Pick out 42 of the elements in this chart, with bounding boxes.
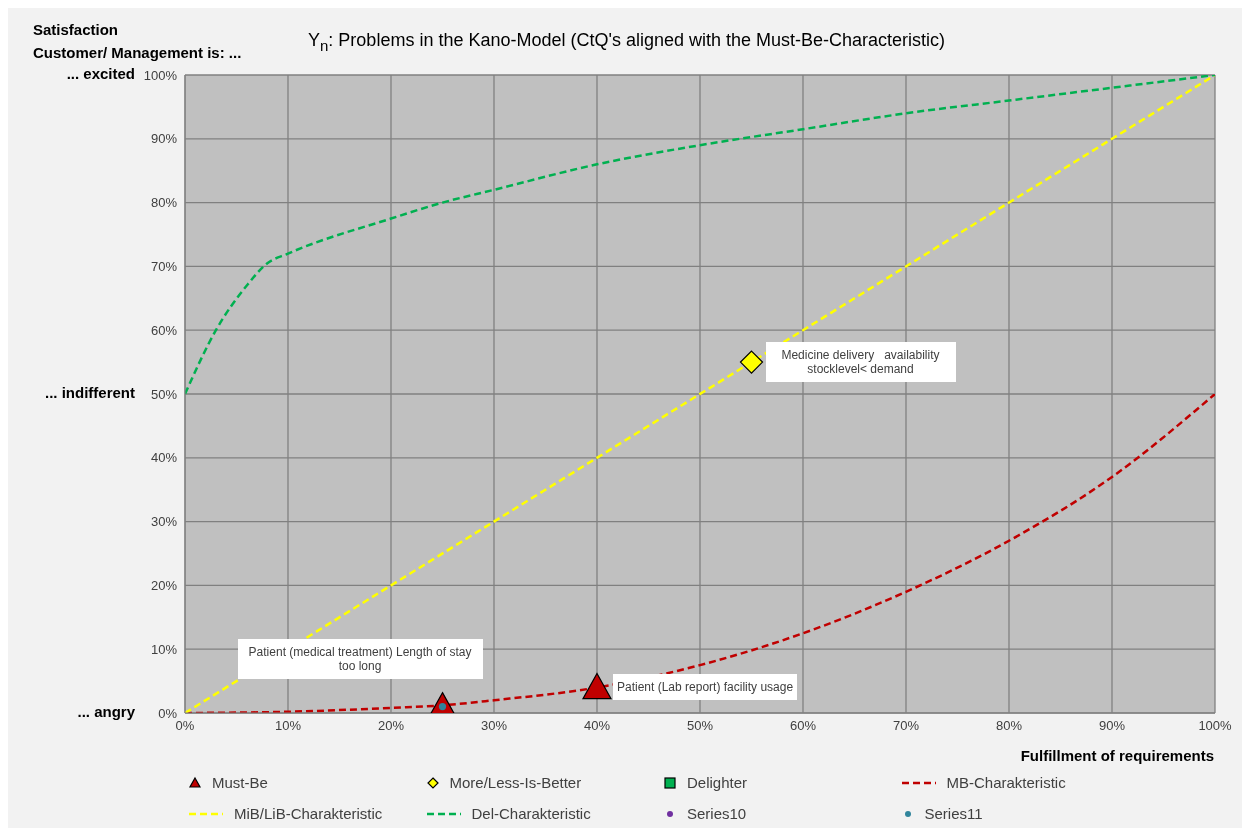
text: ... indifferent [45,384,135,401]
callout-box: Patient (medical treatment) Length of stay too long [237,638,483,679]
x-tick-label: 20% [377,718,405,734]
x-tick-label: 40% [583,718,611,734]
x-tick-label: 0% [175,718,195,734]
x-tick-label: 70% [892,718,920,734]
x-tick-label: 100% [1198,718,1233,734]
y-tick-label: 70% [150,259,178,275]
legend-label: MiB/LiB-Charakteristic [234,805,383,822]
x-tick-label: 90% [1098,718,1126,734]
x-tick-label: 60% [789,718,817,734]
y-axis-title: Satisfaction Customer/ Management is: ... [33,20,242,63]
chart-title: Y$_{n}$: Problems in the Kano-Model (CtQ's aligned with the Must-Be-Characteristic) [308,30,946,54]
legend-label: MB-Charakteristic [946,774,1066,791]
y-tick-label: 10% [150,641,178,657]
y-tick-label: 0% [158,705,178,721]
point [739,350,764,374]
x-tick-label: 10% [274,718,302,734]
callout-box: Medicine delivery availability stocklevel< demand [765,342,956,383]
callout-box: Patient (Lab report) facility usage [613,674,798,701]
x-axis-title: Fulfillment of requirements [1020,747,1214,764]
y-tick-label: 60% [150,322,178,338]
text: ... angry [77,703,135,720]
y-tick-label: 20% [150,578,178,594]
x-tick-label: 80% [995,718,1023,734]
legend-label: Series11 [924,805,983,822]
point [582,672,612,700]
point [438,703,447,711]
legend-label: Must-Be [212,774,268,791]
legend-label: Series10 [687,805,747,822]
legend-label: More/Less-Is-Better [449,774,582,791]
text: ... excited [66,65,135,82]
y-tick-label: 90% [150,131,178,147]
y-tick-label: 100% [143,67,178,83]
y-tick-label: 30% [150,514,178,530]
x-tick-label: 50% [686,718,714,734]
legend-label: Del-Charakteristic [471,805,591,822]
x-tick-label: 30% [480,718,508,734]
y-tick-label: 40% [150,450,178,466]
y-tick-label: 50% [150,386,178,402]
legend-label: Delighter [687,774,748,791]
y-tick-label: 80% [150,195,178,211]
